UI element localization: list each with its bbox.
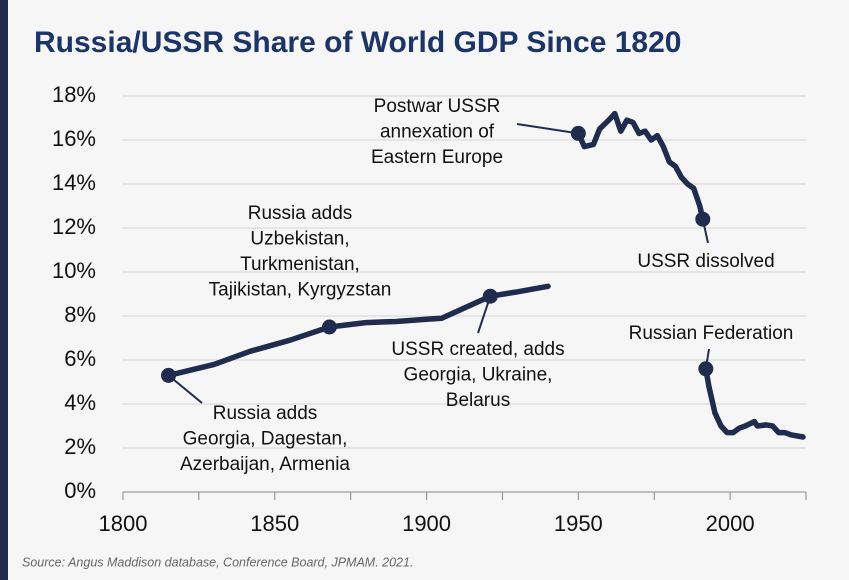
annotation-text: USSR dissolved (637, 251, 774, 272)
x-tick-label: 2000 (706, 511, 755, 536)
y-tick-label: 8% (64, 302, 96, 327)
y-tick-label: 16% (52, 126, 96, 151)
y-tick-label: 4% (64, 390, 96, 415)
y-tick-label: 2% (64, 434, 96, 459)
annotation-dot (698, 361, 714, 377)
source-note: Source: Angus Maddison database, Confere… (22, 555, 413, 569)
annotation-text: Russian Federation (629, 323, 794, 344)
annotation-dot (482, 288, 498, 304)
y-tick-label: 18% (52, 82, 96, 107)
accent-bar (0, 0, 8, 580)
y-tick-label: 6% (64, 346, 96, 371)
annotation-text: Russia adds (248, 203, 353, 224)
x-tick-label: 1800 (99, 511, 148, 536)
y-tick-label: 12% (52, 214, 96, 239)
annotation-text: USSR created, adds (391, 339, 564, 360)
annotation-text: Georgia, Dagestan, (183, 429, 348, 450)
annotation-text: annexation of (380, 122, 495, 143)
leader-line (516, 123, 579, 135)
annotation-text: Azerbaijan, Armenia (180, 454, 350, 475)
x-tick-label: 1950 (554, 511, 603, 536)
x-tick-label: 1900 (402, 511, 451, 536)
annotation-text: Belarus (446, 390, 510, 411)
annotation-dot (161, 367, 177, 383)
y-tick-label: 0% (64, 478, 96, 503)
y-tick-label: 14% (52, 170, 96, 195)
annotation-text: Tajikistan, Kyrgyzstan (209, 280, 392, 301)
annotation-text: Uzbekistan, (250, 229, 349, 250)
chart-title: Russia/USSR Share of World GDP Since 182… (34, 26, 681, 59)
annotation-text: Georgia, Ukraine, (404, 365, 553, 386)
annotation-dot (321, 319, 337, 335)
annotation-text: Eastern Europe (371, 147, 503, 168)
y-tick-label: 10% (52, 258, 96, 283)
annotation-dot (695, 211, 711, 227)
annotation-text: Postwar USSR (374, 96, 501, 117)
annotation-dot (570, 125, 586, 141)
annotation-text: Russia adds (213, 403, 318, 424)
x-tick-label: 1850 (250, 511, 299, 536)
annotation-text: Turkmenistan, (240, 254, 360, 275)
